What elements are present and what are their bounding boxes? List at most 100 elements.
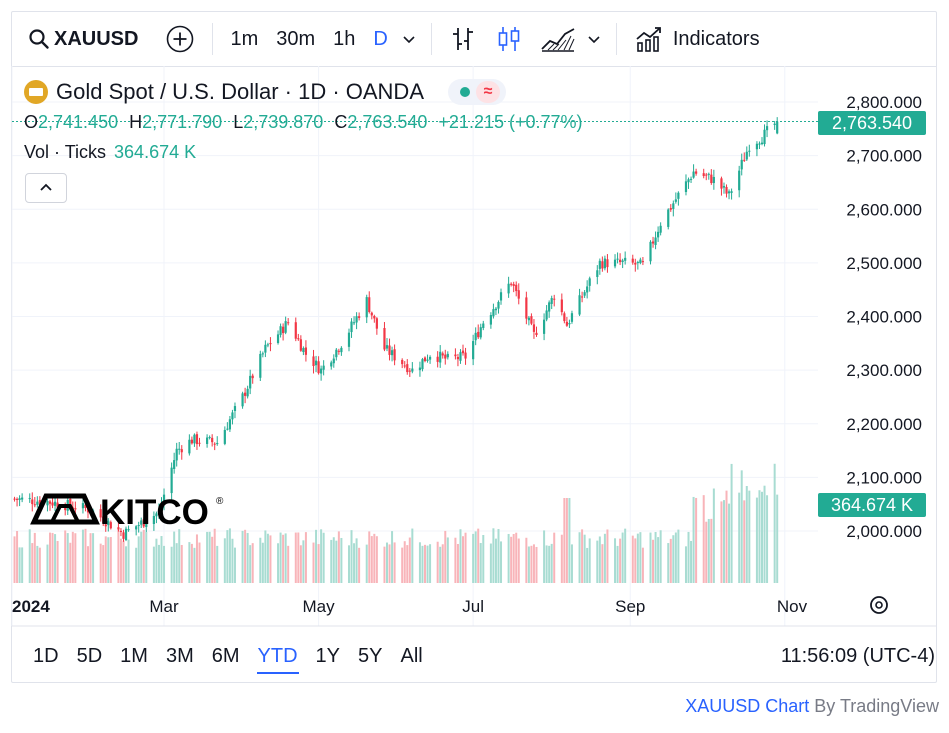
range-6m[interactable]: 6M	[211, 645, 240, 667]
symbol-title: Gold Spot / U.S. Dollar · 1D · OANDA	[56, 79, 424, 104]
market-open-dot-icon	[460, 87, 470, 97]
range-1m[interactable]: 1M	[120, 645, 148, 667]
symbol-search-button[interactable]: XAUUSD	[28, 19, 138, 59]
candle-body	[444, 354, 447, 359]
volume-bar	[330, 539, 333, 583]
interval-dropdown[interactable]	[401, 19, 417, 59]
toolbar-divider	[212, 23, 214, 55]
chart-style-dropdown[interactable]	[586, 19, 602, 59]
chevron-up-icon	[40, 183, 52, 191]
volume-bar	[370, 536, 373, 583]
indicators-button[interactable]: Indicators	[635, 19, 760, 59]
candle-body	[616, 258, 619, 260]
candle-body	[560, 299, 563, 313]
volume-bar	[530, 545, 533, 583]
settings-button[interactable]	[870, 596, 888, 614]
ohlc-bars-icon	[452, 28, 473, 50]
volume-bar	[135, 547, 138, 583]
candles-style-button[interactable]	[496, 19, 522, 59]
candle-body	[261, 353, 264, 355]
volume-bar	[180, 544, 183, 583]
market-status-pill[interactable]: ≈	[448, 79, 506, 105]
volume-bar	[408, 537, 411, 583]
volume-bar	[776, 494, 779, 583]
candle-body	[193, 434, 196, 444]
range-3m[interactable]: 3M	[165, 645, 194, 667]
range-1d[interactable]: 1D	[33, 645, 59, 667]
candle-body	[482, 323, 485, 329]
volume-bar	[277, 543, 280, 583]
candle-body	[213, 443, 216, 445]
interval-d[interactable]: D	[373, 27, 388, 50]
candle-body	[727, 191, 731, 194]
range-1y[interactable]: 1Y	[315, 645, 341, 667]
compare-symbol-button[interactable]	[166, 19, 194, 59]
candle-body	[53, 501, 57, 506]
bars-style-button[interactable]	[450, 19, 476, 59]
candle-body	[517, 290, 520, 299]
candle-body	[127, 529, 130, 531]
chart-link[interactable]: XAUUSD Chart	[685, 696, 810, 716]
registered-mark: ®	[216, 496, 224, 507]
volume-bar	[462, 536, 465, 583]
collapse-legend-button[interactable]	[25, 173, 67, 203]
candle-body	[583, 292, 586, 296]
ohlc-values: O2,741.450 H2,771.790 L2,739.870 C2,763.…	[24, 112, 589, 133]
volume-bar	[535, 546, 538, 583]
interval-1m[interactable]: 1m	[230, 27, 259, 50]
candle-body	[13, 498, 16, 500]
volume-bar	[294, 532, 297, 583]
candle-body	[603, 258, 607, 269]
volume-bar	[246, 532, 249, 583]
candle-body	[107, 520, 110, 526]
volume-bar	[581, 529, 584, 583]
candle-body	[180, 449, 183, 453]
candle-body	[641, 261, 645, 263]
candle-body	[155, 513, 158, 517]
volume-bar	[36, 545, 39, 583]
volume-bar	[527, 546, 530, 583]
candle-body	[64, 507, 67, 511]
price-tick-label: 2,400.000	[846, 308, 922, 327]
area-style-button[interactable]	[540, 19, 576, 59]
range-5d[interactable]: 5D	[76, 645, 103, 667]
range-5y[interactable]: 5Y	[358, 645, 383, 667]
volume-bar	[391, 531, 394, 583]
timezone-clock[interactable]: 11:56:09 (UTC-4)	[780, 645, 935, 667]
volume-bar	[748, 490, 751, 583]
range-all[interactable]: All	[400, 645, 423, 667]
delayed-data-icon: ≈	[476, 81, 500, 103]
candle-body	[421, 359, 424, 370]
volume-bar	[102, 545, 105, 583]
candle-body	[69, 498, 72, 507]
candle-body	[124, 528, 128, 540]
candle-body	[477, 331, 480, 338]
volume-bar	[332, 537, 335, 583]
candle-body	[287, 322, 290, 324]
volume-bar	[375, 536, 378, 583]
candle-body	[355, 316, 358, 323]
candle-body	[578, 295, 581, 315]
range-ytd[interactable]: YTD	[249, 636, 307, 676]
candle-body	[743, 159, 746, 161]
candle-body	[216, 443, 219, 445]
volume-bar	[28, 529, 31, 583]
candle-body	[702, 173, 705, 177]
interval-1h[interactable]: 1h	[333, 27, 356, 50]
candle-body	[720, 178, 723, 189]
price-tick-label: 2,800.000	[846, 93, 922, 112]
candle-body	[188, 439, 191, 454]
volume-tag-text: 364.674 K	[831, 495, 913, 515]
volume-bar	[730, 463, 733, 583]
time-tick-label: Sep	[615, 597, 645, 616]
volume-bar	[208, 531, 211, 583]
candle-body	[464, 352, 467, 359]
candle-body	[441, 353, 444, 356]
volume-bar	[672, 535, 675, 583]
candle-body	[145, 523, 148, 528]
volume-bar	[738, 492, 741, 583]
volume-bar	[652, 539, 655, 583]
interval-30m[interactable]: 30m	[276, 27, 316, 50]
volume-bar	[740, 470, 743, 583]
